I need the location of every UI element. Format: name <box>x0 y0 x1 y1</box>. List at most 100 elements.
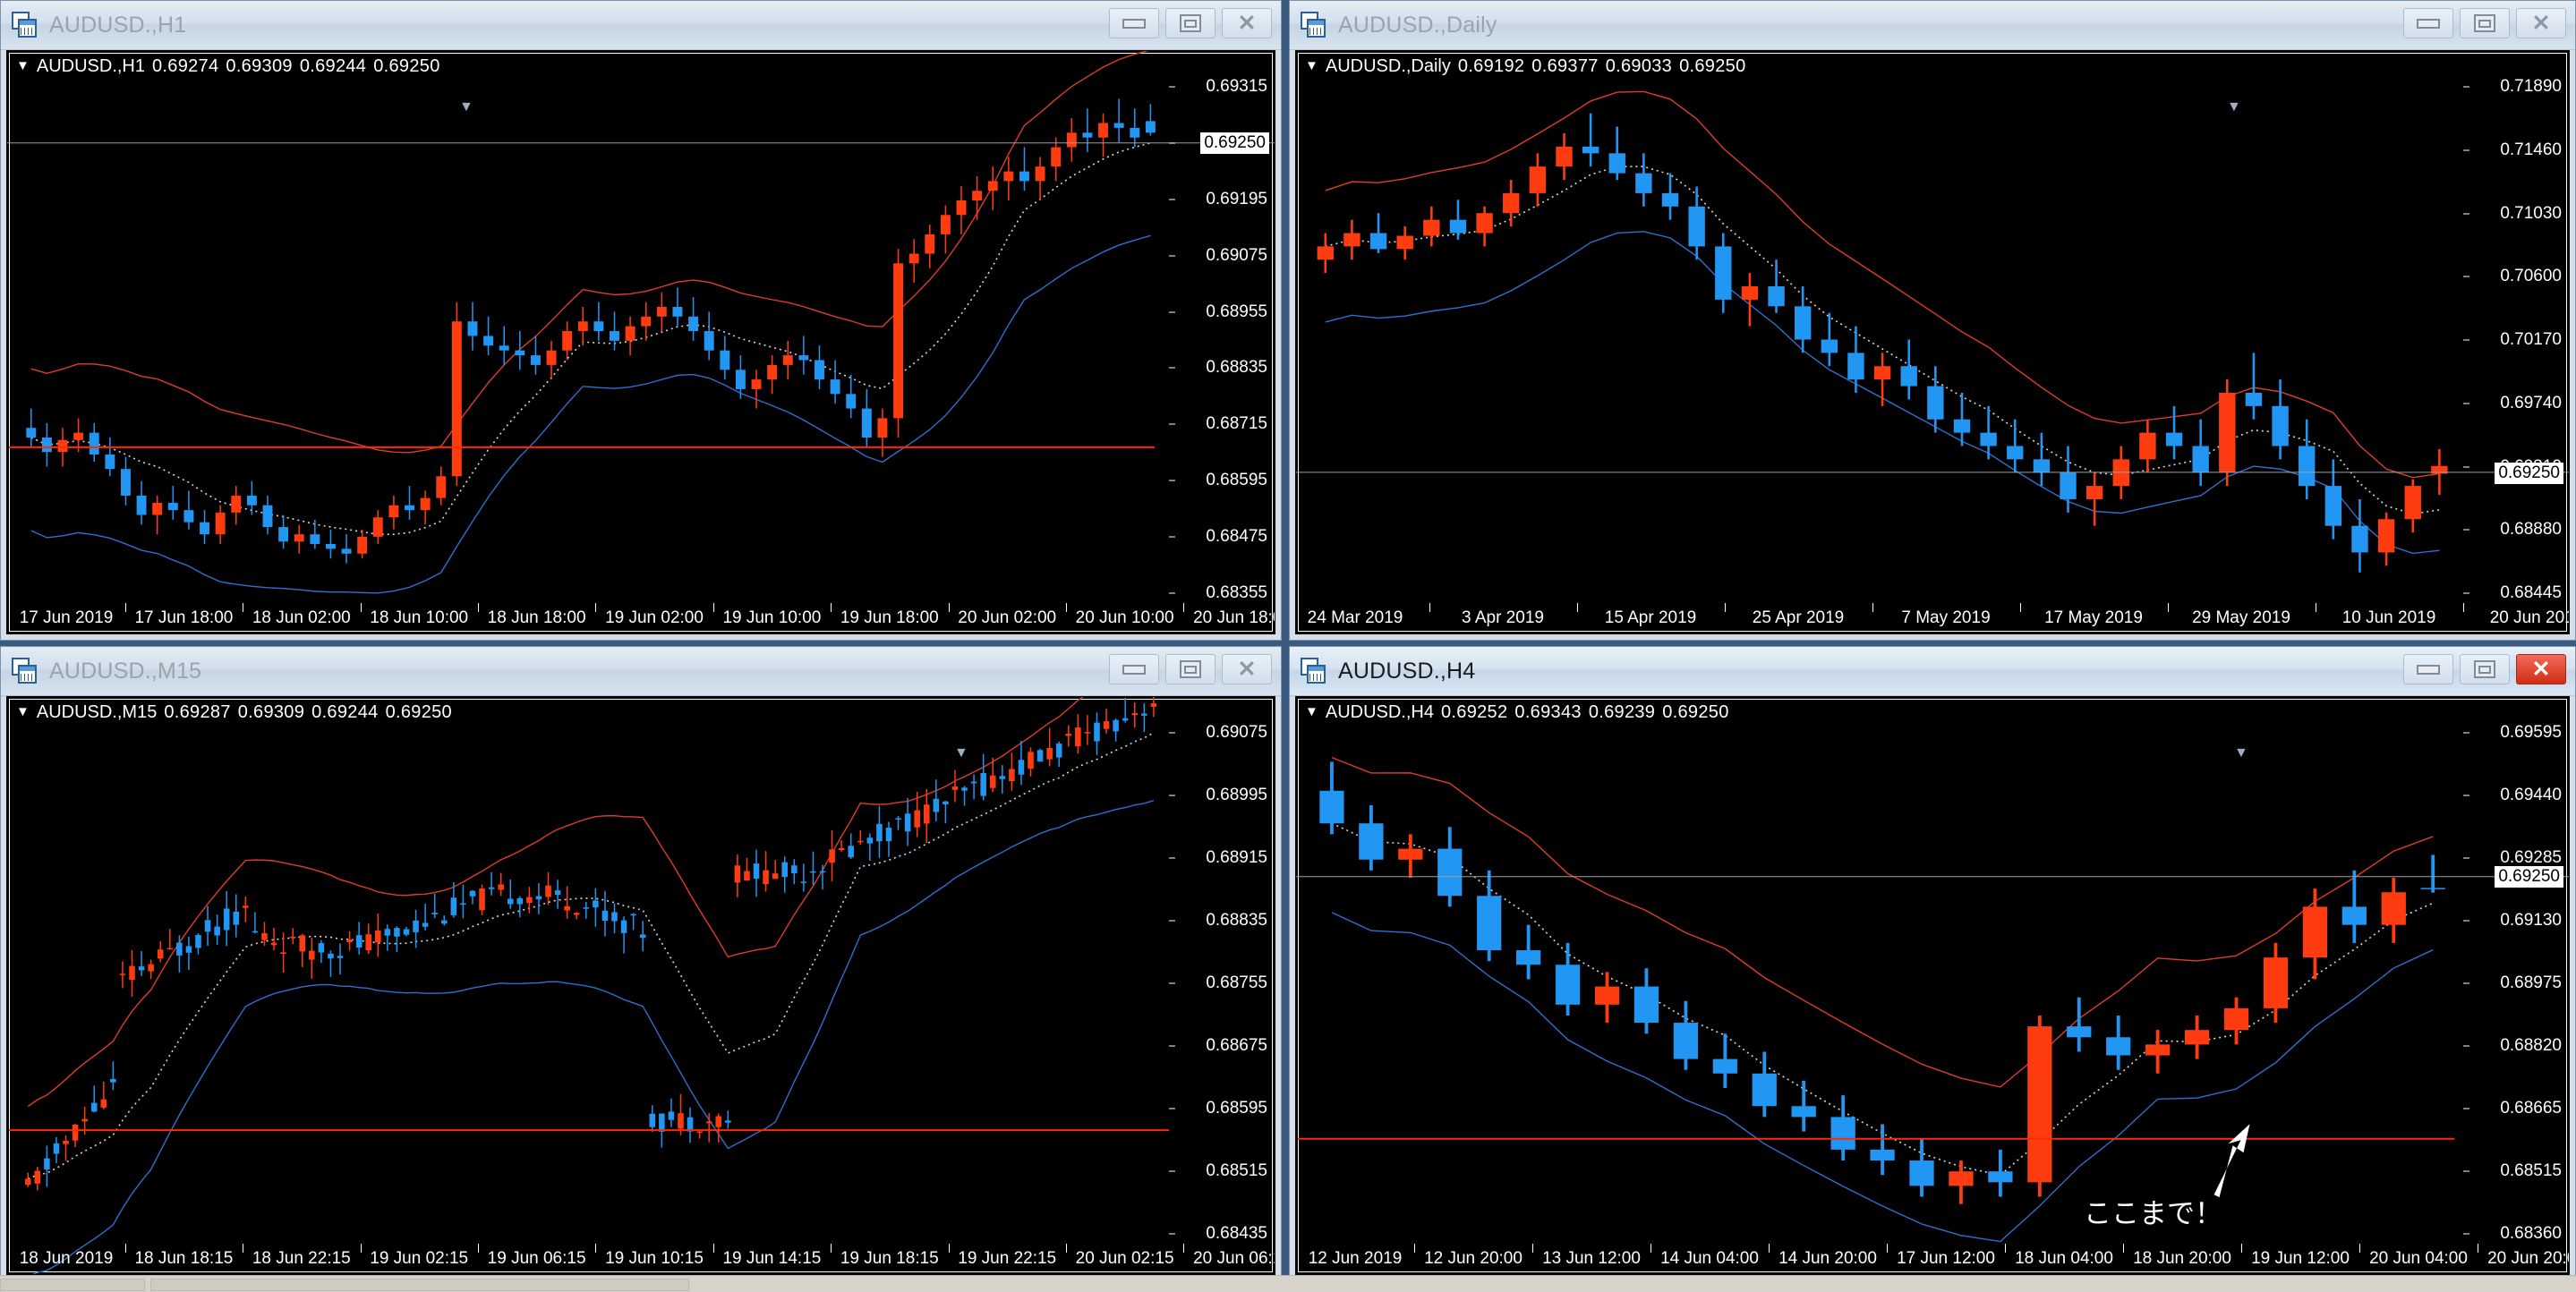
titlebar-h4[interactable]: AUDUSD.,H4 ✕ <box>1290 647 2575 696</box>
time-separator <box>360 1244 362 1253</box>
price-label: 0.68355 <box>1206 583 1267 602</box>
price-label: 0.71460 <box>2500 140 2562 159</box>
minimize-button[interactable] <box>2403 654 2453 684</box>
minimize-button[interactable] <box>1109 654 1159 684</box>
restore-button[interactable] <box>1165 8 1215 38</box>
chart-window-h1[interactable]: AUDUSD.,H1 ✕ ▼ AUDUSD.,H1 0.69274 0.69309 0.… <box>0 0 1282 641</box>
collapse-triangle-icon[interactable]: ▼ <box>16 58 30 73</box>
time-separator <box>2241 1244 2242 1253</box>
chart-pane-h1[interactable]: ▼ AUDUSD.,H1 0.69274 0.69309 0.69244 0.69250 … <box>6 50 1275 634</box>
chart-window-h4[interactable]: AUDUSD.,H4 ✕ ▼ AUDUSD.,H4 0.69252 0.69343 0.… <box>1289 646 2576 1281</box>
time-separator <box>2462 603 2464 612</box>
collapse-triangle-icon[interactable]: ▼ <box>1305 58 1318 73</box>
time-label: 18 Jun 18:15 <box>134 1249 234 1268</box>
titlebar-h1[interactable]: AUDUSD.,H1 ✕ <box>1 1 1281 50</box>
time-label: 19 Jun 06:15 <box>487 1249 586 1268</box>
window-buttons[interactable]: ✕ <box>2403 654 2566 684</box>
chart-open: 0.69252 <box>1441 702 1508 722</box>
window-buttons[interactable]: ✕ <box>1109 8 1272 38</box>
chart-window-icon <box>1301 658 1327 684</box>
time-label: 20 Jun 04:00 <box>2369 1249 2468 1268</box>
price-label: 0.70600 <box>2500 267 2562 286</box>
chart-close: 0.69250 <box>373 56 440 76</box>
time-label: 24 Mar 2019 <box>1307 608 1403 627</box>
price-tick <box>1169 536 1175 538</box>
restore-button[interactable] <box>2460 8 2510 38</box>
price-tick <box>2463 857 2469 859</box>
time-label: 18 Jun 02:00 <box>252 608 351 627</box>
time-label: 19 Jun 10:15 <box>605 1249 704 1268</box>
time-separator <box>712 603 714 612</box>
window-title: AUDUSD.,H1 <box>49 12 187 38</box>
price-tick <box>2463 276 2469 277</box>
time-axis-m15[interactable]: 18 Jun 2019 18 Jun 18:15 18 Jun 22:15 19 Ju… <box>7 1244 1275 1274</box>
close-button[interactable]: ✕ <box>1222 8 1272 38</box>
price-axis-m15[interactable]: 0.69075 0.68995 0.68915 0.68835 0.68755 0.686… <box>1167 697 1275 1274</box>
chart-open: 0.69192 <box>1457 56 1525 76</box>
close-button[interactable]: ✕ <box>2516 654 2566 684</box>
chart-open: 0.69287 <box>164 702 231 722</box>
time-label: 25 Apr 2019 <box>1752 608 1845 627</box>
restore-button[interactable] <box>2460 654 2510 684</box>
time-separator <box>948 603 950 612</box>
time-separator <box>831 1244 832 1253</box>
chart-window-m15[interactable]: AUDUSD.,M15 ✕ ▼ AUDUSD.,M15 0.69287 0.69309… <box>0 646 1282 1281</box>
minimize-button[interactable] <box>2403 8 2453 38</box>
time-separator <box>1429 603 1430 612</box>
chart-pane-daily[interactable]: ▼ AUDUSD.,Daily 0.69192 0.69377 0.69033 0.692… <box>1295 50 2570 634</box>
time-separator <box>477 1244 479 1253</box>
price-label: 0.68445 <box>2500 583 2562 602</box>
titlebar-m15[interactable]: AUDUSD.,M15 ✕ <box>1 647 1281 696</box>
chart-header-daily: ▼ AUDUSD.,Daily 0.69192 0.69377 0.69033 0.692… <box>1305 56 1746 77</box>
chart-header-h4: ▼ AUDUSD.,H4 0.69252 0.69343 0.69239 0.69250 <box>1305 702 1729 723</box>
price-axis-daily[interactable]: 0.71890 0.71460 0.71030 0.70600 0.70170 0.697… <box>2461 51 2569 633</box>
time-label: 20 Jun 18:00 <box>1193 608 1275 627</box>
time-separator <box>1065 1244 1067 1253</box>
price-axis-h1[interactable]: 0.69315 0.69250 0.69195 0.69075 0.68955 0.688… <box>1167 51 1275 633</box>
chart-low: 0.69244 <box>299 56 367 76</box>
time-label: 19 Jun 18:15 <box>840 1249 939 1268</box>
time-separator <box>595 603 597 612</box>
current-price-label: 0.69250 <box>2495 866 2563 888</box>
time-label: 17 Jun 2019 <box>19 608 114 627</box>
collapse-triangle-icon[interactable]: ▼ <box>1305 704 1318 719</box>
price-axis-h4[interactable]: 0.69595 0.69440 0.69285 0.69130 0.68975 0.688… <box>2461 697 2569 1274</box>
close-button[interactable]: ✕ <box>1222 654 1272 684</box>
taskbar-segment[interactable] <box>0 1279 145 1291</box>
price-label: 0.69195 <box>1206 189 1267 208</box>
period-separator-marker: ▼ <box>459 99 473 115</box>
price-tick <box>2463 982 2469 984</box>
time-label: 15 Apr 2019 <box>1604 608 1697 627</box>
chart-pane-h4[interactable]: ▼ AUDUSD.,H4 0.69252 0.69343 0.69239 0.69250 … <box>1295 696 2570 1275</box>
price-label: 0.69130 <box>2500 911 2562 930</box>
period-separator-marker: ▼ <box>2234 745 2248 761</box>
price-label: 0.69075 <box>1206 245 1267 265</box>
time-axis-daily[interactable]: 24 Mar 2019 3 Apr 2019 15 Apr 2019 25 Apr 2… <box>1296 603 2569 633</box>
collapse-triangle-icon[interactable]: ▼ <box>16 704 30 719</box>
window-buttons[interactable]: ✕ <box>1109 654 1272 684</box>
chart-window-daily[interactable]: AUDUSD.,Daily ✕ ▼ AUDUSD.,Daily 0.69192 0.6… <box>1289 0 2576 641</box>
minimize-button[interactable] <box>1109 8 1159 38</box>
time-separator <box>477 603 479 612</box>
time-label: 17 May 2019 <box>2044 608 2143 627</box>
price-label: 0.69285 <box>2500 848 2562 867</box>
time-separator <box>2167 603 2169 612</box>
price-tick <box>1169 1233 1175 1235</box>
price-label: 0.71030 <box>2500 203 2562 223</box>
time-axis-h4[interactable]: 12 Jun 2019 12 Jun 20:00 13 Jun 12:00 14 Ju… <box>1296 1244 2569 1274</box>
titlebar-daily[interactable]: AUDUSD.,Daily ✕ <box>1290 1 2575 50</box>
window-title: AUDUSD.,Daily <box>1338 12 1497 38</box>
taskbar-segment[interactable] <box>150 1279 689 1291</box>
window-buttons[interactable]: ✕ <box>2403 8 2566 38</box>
chart-pane-m15[interactable]: ▼ AUDUSD.,M15 0.69287 0.69309 0.69244 0.69250… <box>6 696 1275 1275</box>
restore-button[interactable] <box>1165 654 1215 684</box>
close-button[interactable]: ✕ <box>2516 8 2566 38</box>
time-label: 20 Jun 2019 <box>2489 608 2569 627</box>
chart-window-icon <box>12 658 38 684</box>
chart-window-icon <box>12 12 38 38</box>
window-title: AUDUSD.,M15 <box>49 658 202 684</box>
time-axis-h1[interactable]: 17 Jun 2019 17 Jun 18:00 18 Jun 02:00 18 Ju… <box>7 603 1275 633</box>
time-label: 3 Apr 2019 <box>1462 608 1544 627</box>
taskbar-strip[interactable] <box>0 1275 2576 1292</box>
current-price-label: 0.69250 <box>1200 132 1269 154</box>
